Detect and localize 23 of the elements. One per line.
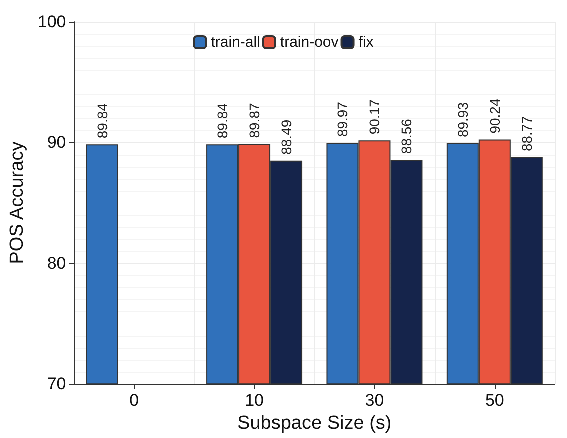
data-label: 88.49 <box>278 120 295 155</box>
data-label: 90.24 <box>486 98 503 134</box>
data-label: 89.84 <box>214 103 231 139</box>
data-label: 88.77 <box>518 116 535 152</box>
data-label: 89.93 <box>454 102 471 138</box>
data-label: 89.97 <box>334 102 351 138</box>
x-tick-label: 30 <box>365 391 384 410</box>
y-tick-label: 80 <box>47 254 66 273</box>
legend-label: train-all <box>211 34 260 51</box>
data-label: 89.84 <box>94 103 110 139</box>
data-label: 88.56 <box>398 118 415 154</box>
legend-label: train-oov <box>280 34 340 51</box>
y-tick-label: 90 <box>47 133 66 152</box>
x-tick-label: 0 <box>130 391 140 410</box>
x-tick-label: 50 <box>485 391 504 410</box>
data-label: 90.17 <box>366 99 383 135</box>
data-label: 89.87 <box>246 103 263 138</box>
x-axis-title: Subspace Size (s) <box>238 413 392 434</box>
y-tick-label: 70 <box>47 374 66 394</box>
legend-label: fix <box>358 34 374 51</box>
y-tick-label: 100 <box>38 12 66 32</box>
y-axis-title: POS Accuracy <box>7 141 28 264</box>
x-tick-label: 10 <box>245 391 264 410</box>
